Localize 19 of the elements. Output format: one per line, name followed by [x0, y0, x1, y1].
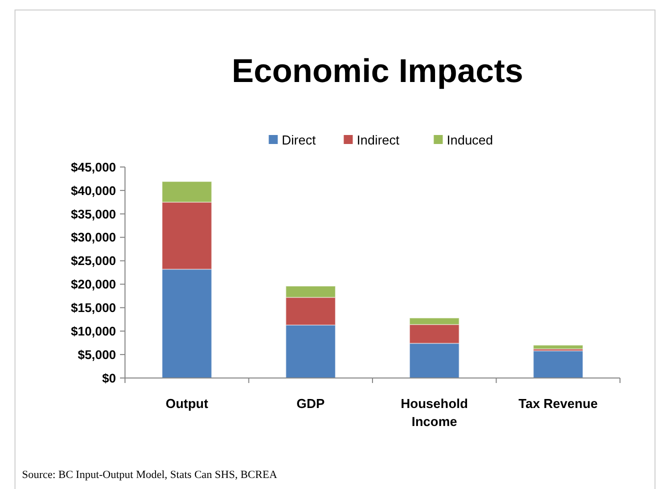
y-tick-label: $25,000	[70, 254, 116, 268]
legend-label: Indirect	[356, 132, 400, 148]
y-tick-label: $15,000	[70, 301, 116, 316]
x-tick-label: Output	[166, 396, 209, 411]
y-tick-label: $0	[102, 371, 116, 386]
chart-title: Economic Impacts	[232, 52, 524, 89]
y-tick-label: $10,000	[70, 324, 116, 338]
legend-label: Induced	[446, 132, 494, 148]
y-tick-label: $30,000	[70, 230, 116, 245]
y-tick-label: $40,000	[70, 184, 116, 198]
y-tick-label: $45,000	[70, 160, 116, 174]
y-tick-label: $35,000	[70, 207, 116, 222]
x-tick-label: Tax Revenue	[518, 396, 598, 411]
y-tick-label: $5,000	[78, 348, 116, 362]
legend-label: Direct	[282, 132, 316, 148]
source-note: Source: BC Input-Output Model, Stats Can SHS, BCREA	[22, 469, 278, 481]
x-tick-label: GDP	[296, 396, 326, 411]
y-tick-label: $20,000	[70, 278, 116, 292]
x-tick-label: Household Income	[400, 396, 468, 429]
